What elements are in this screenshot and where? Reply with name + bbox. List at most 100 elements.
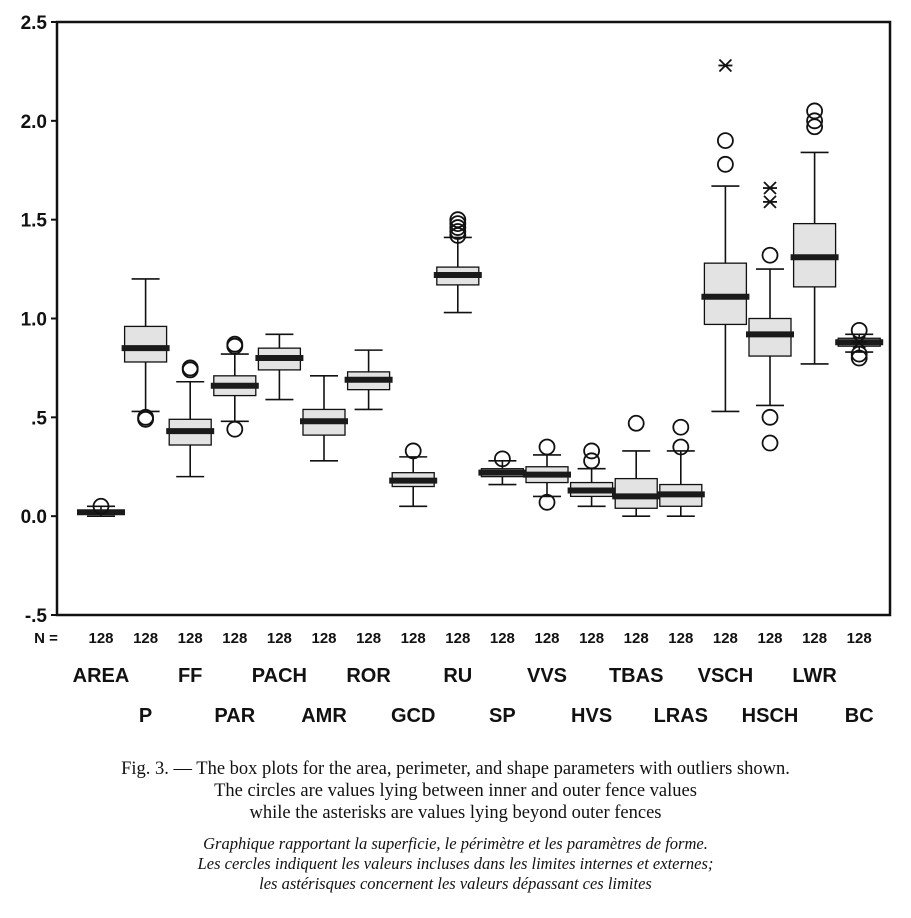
box-p — [121, 278, 170, 428]
extreme-asterisk — [763, 195, 777, 209]
category-label-par: PAR — [214, 705, 255, 727]
box-iqr — [123, 325, 168, 363]
box-lwr — [790, 102, 839, 365]
category-label-p: P — [139, 705, 152, 727]
outlier-circle — [806, 112, 823, 130]
caption-english-line-1: Fig. 3. — The box plots for the area, pe… — [121, 759, 790, 779]
box-area — [77, 497, 125, 517]
box-gcd — [389, 442, 438, 508]
box-ror — [344, 349, 393, 411]
box-tbas — [612, 414, 661, 517]
y-axis: 2.5 2.0 1.5 1.0 .5 0.0 -.5 — [21, 13, 57, 627]
outlier-circle — [226, 420, 244, 438]
box-sp — [478, 450, 527, 486]
outlier-circle — [449, 211, 467, 229]
n-value: 128 — [534, 630, 559, 647]
caption-french-line-1: Graphique rapportant la superficie, le p… — [203, 834, 708, 853]
outlier-circle — [449, 219, 467, 236]
outlier-circle — [583, 452, 600, 470]
box-bc — [835, 321, 884, 367]
category-label-lwr: LWR — [792, 665, 837, 687]
n-value: 128 — [222, 630, 247, 647]
outlier-circle — [92, 497, 110, 515]
n-value: 128 — [757, 630, 782, 647]
outlier-circle — [449, 215, 467, 233]
n-value: 128 — [713, 630, 738, 647]
n-value: 128 — [178, 630, 203, 647]
category-label-area: AREA — [73, 665, 130, 687]
n-value: 128 — [802, 630, 827, 647]
outlier-circle — [449, 223, 467, 240]
y-tick-label: 0.0 — [21, 507, 47, 528]
outlier-circle — [538, 493, 556, 511]
y-tick-label: .5 — [31, 408, 47, 429]
box-vvs — [523, 438, 571, 511]
category-label-amr: AMR — [301, 705, 347, 727]
box-hvs — [567, 442, 616, 508]
sample-size-row: N = 128 128 128 128 128 128 128 128 128 128 128 128 1… — [34, 630, 872, 647]
extreme-asterisk — [852, 335, 867, 349]
category-label-ru: RU — [443, 665, 472, 687]
outlier-circle — [761, 434, 779, 452]
n-value: 128 — [356, 630, 381, 647]
outlier-circle — [493, 450, 511, 468]
category-label-tbas: TBAS — [609, 665, 663, 687]
caption-english-line-3: while the asterisks are values lying bey… — [249, 803, 662, 823]
n-value: 128 — [668, 630, 693, 647]
outlier-circle — [761, 246, 779, 264]
n-prefix: N = — [34, 630, 58, 647]
n-value: 128 — [311, 630, 336, 647]
caption-french-line-3: les astérisques concernent les valeurs d… — [259, 874, 652, 893]
box-plot-series — [77, 58, 884, 517]
category-label-hsch: HSCH — [742, 705, 799, 727]
outlier-circle — [850, 321, 868, 339]
outlier-circle — [583, 442, 600, 460]
outlier-circle — [672, 438, 690, 456]
n-value: 128 — [133, 630, 158, 647]
n-value: 128 — [401, 630, 426, 647]
y-tick-label: 2.0 — [21, 112, 47, 133]
y-tick-label: 1.5 — [21, 211, 48, 232]
caption-french-line-2: Les cercles indiquent les valeurs inclus… — [197, 854, 714, 873]
category-label-ror: ROR — [346, 665, 391, 687]
category-label-pach: PACH — [252, 665, 307, 687]
box-lras — [656, 418, 705, 517]
category-label-lras: LRAS — [654, 705, 708, 727]
outlier-circle — [181, 359, 199, 377]
outlier-circle — [850, 345, 868, 363]
extreme-asterisk — [718, 58, 733, 73]
box-ru — [433, 211, 482, 314]
category-label-vvs: VVS — [527, 665, 567, 687]
caption-english: Fig. 3. — The box plots for the area, pe… — [0, 758, 911, 824]
outlier-circle — [761, 408, 779, 426]
category-label-sp: SP — [489, 705, 516, 727]
y-tick-label: 2.5 — [21, 13, 48, 34]
outlier-circle — [404, 442, 422, 460]
outlier-circle — [717, 132, 734, 150]
box-pach — [255, 333, 304, 401]
outlier-circle — [627, 414, 645, 432]
category-label-vsch: VSCH — [698, 665, 754, 687]
box-amr — [300, 375, 348, 462]
category-label-bc: BC — [845, 705, 874, 727]
n-value: 128 — [624, 630, 649, 647]
y-tick-label: -.5 — [25, 606, 48, 627]
outlier-circle — [672, 418, 690, 436]
n-value: 128 — [445, 630, 470, 647]
outlier-circle — [850, 349, 868, 367]
caption-french: Graphique rapportant la superficie, le p… — [0, 834, 911, 894]
outlier-circle — [538, 438, 556, 456]
plot-frame — [55, 20, 892, 617]
caption-english-line-2: The circles are values lying between inn… — [214, 781, 697, 801]
category-label-ff: FF — [178, 665, 202, 687]
extreme-asterisk — [763, 181, 777, 195]
box-ff — [166, 359, 215, 478]
n-value: 128 — [267, 630, 292, 647]
category-label-hvs: HVS — [571, 705, 612, 727]
n-value: 128 — [847, 630, 872, 647]
n-value: 128 — [579, 630, 604, 647]
outlier-circle — [717, 155, 734, 173]
n-value: 128 — [88, 630, 113, 647]
n-value: 128 — [490, 630, 515, 647]
